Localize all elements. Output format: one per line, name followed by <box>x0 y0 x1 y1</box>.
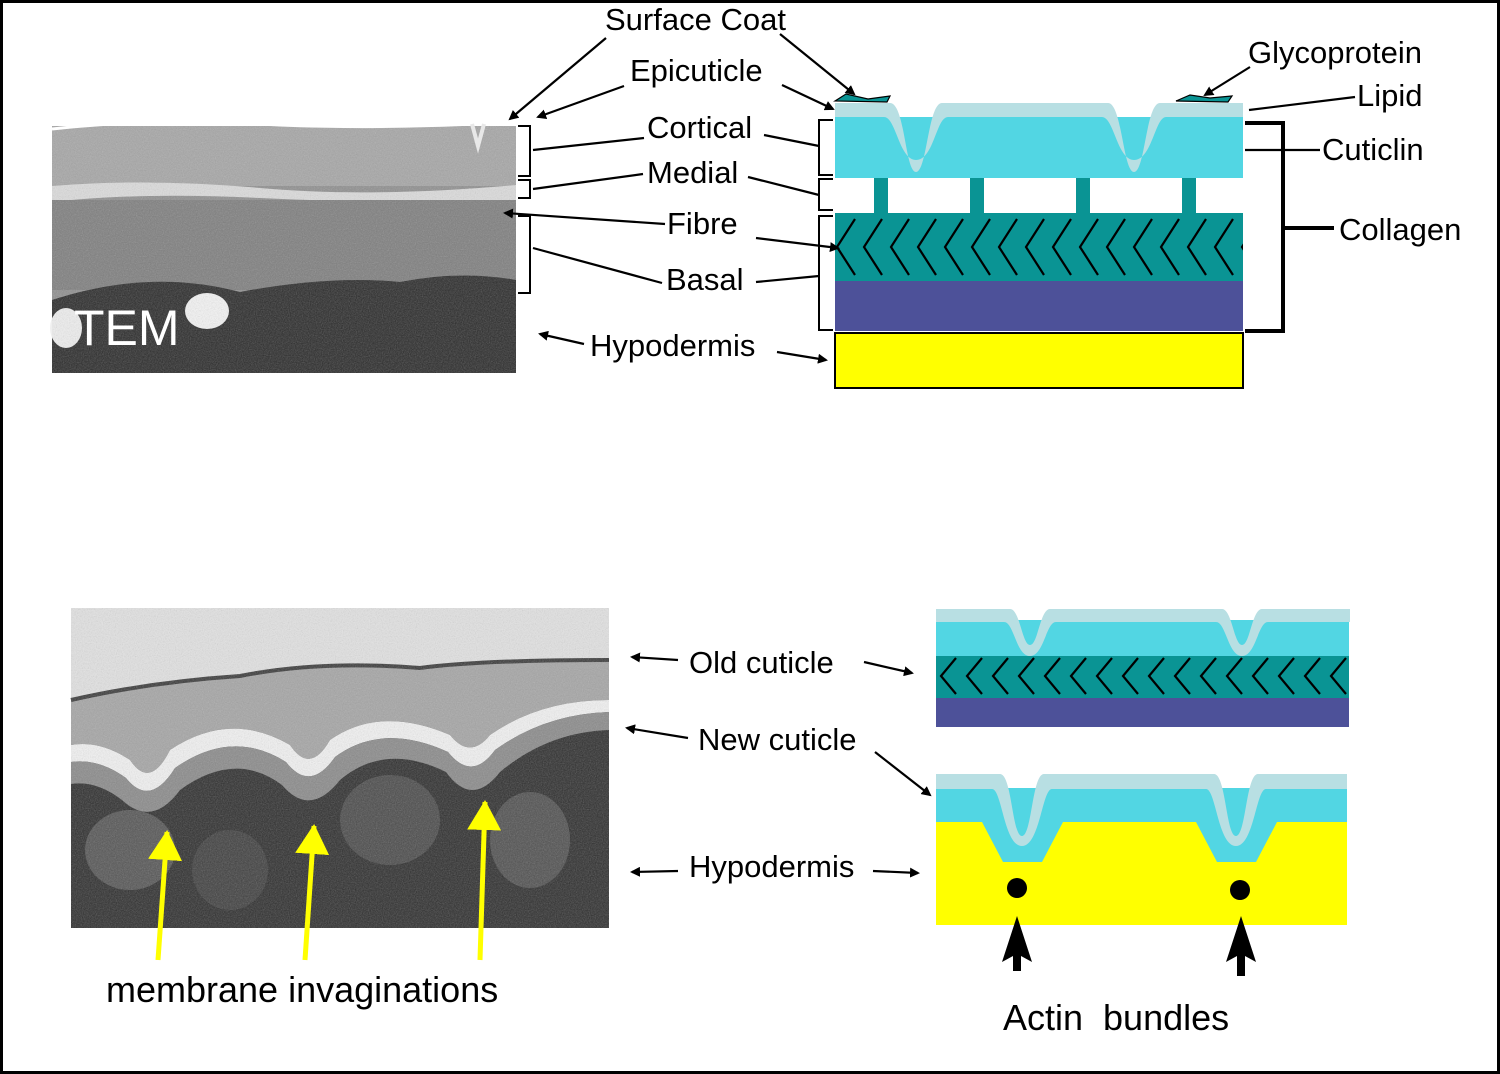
label-cuticlin: Cuticlin <box>1322 132 1424 167</box>
label-medial: Medial <box>647 155 738 190</box>
label-surface-coat: Surface Coat <box>605 2 786 37</box>
label-hypodermis-top: Hypodermis <box>590 328 755 363</box>
label-old-cuticle: Old cuticle <box>689 645 834 680</box>
schematic-epicuticle-layer <box>835 103 1243 172</box>
actin-bundle-dot <box>1007 878 1027 898</box>
bottom-leader-lines <box>625 652 932 878</box>
actin-bundle-dot <box>1230 880 1250 900</box>
label-membrane-invaginations: membrane invaginations <box>106 969 498 1010</box>
top-cuticle-schematic <box>832 93 1244 389</box>
schematic-basal-layer <box>835 279 1243 331</box>
top-tem-micrograph: TEM <box>50 120 517 373</box>
actin-arrow <box>1226 916 1256 976</box>
actin-arrow <box>1002 916 1032 971</box>
schematic-brackets <box>818 119 1334 333</box>
old-cuticle-schematic <box>936 609 1350 727</box>
label-cortical: Cortical <box>647 110 752 145</box>
label-actin-bundles: Actin bundles <box>1003 997 1229 1038</box>
label-basal: Basal <box>666 262 744 297</box>
label-fibre: Fibre <box>667 206 738 241</box>
micrograph-brackets <box>518 125 531 294</box>
label-collagen: Collagen <box>1339 212 1461 247</box>
label-glycoprotein: Glycoprotein <box>1248 35 1422 70</box>
tem-tag: TEM <box>74 300 180 356</box>
surface-coat-glycoprotein <box>832 93 1234 103</box>
membrane-invagination-arrows <box>148 800 502 961</box>
bottom-tem-micrograph <box>70 608 610 928</box>
top-leader-lines <box>503 33 1356 364</box>
new-cuticle-schematic <box>936 774 1347 976</box>
label-new-cuticle: New cuticle <box>698 722 857 757</box>
new-cuticle-epicuticle <box>936 774 1347 846</box>
label-lipid: Lipid <box>1357 78 1423 113</box>
label-epicuticle: Epicuticle <box>630 53 763 88</box>
schematic-hypodermis-layer <box>834 332 1244 389</box>
schematic-medial-struts <box>874 176 1196 214</box>
label-hypodermis-bottom: Hypodermis <box>689 849 854 884</box>
